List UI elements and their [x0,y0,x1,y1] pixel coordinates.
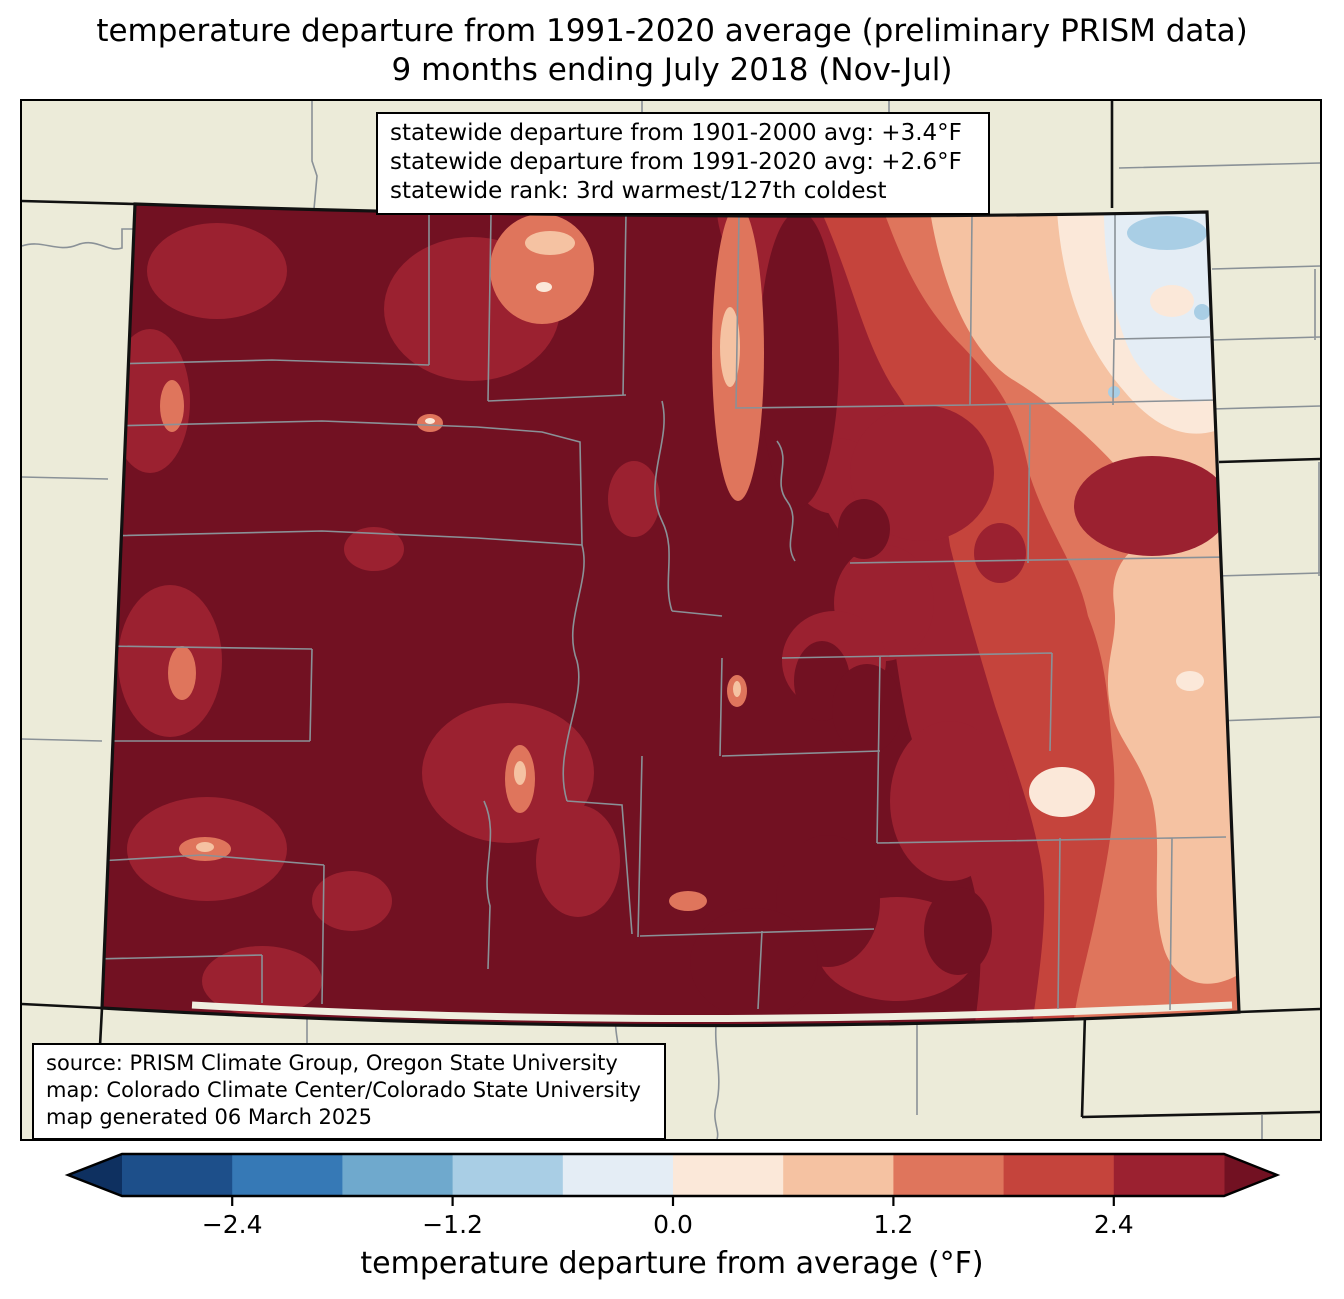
source-line1: source: PRISM Climate Group, Oregon Stat… [46,1051,618,1075]
colorbar-tick-label: −2.4 [202,1210,263,1239]
source-box: source: PRISM Climate Group, Oregon Stat… [32,1043,666,1139]
pale-oval-east [1176,671,1204,691]
map-panel: statewide departure from 1901-2000 avg: … [20,99,1322,1141]
stats-line1: statewide departure from 1901-2000 avg: … [390,120,962,146]
stats-line2: statewide departure from 1991-2020 avg: … [390,149,962,175]
colorbar-tick-label: 0.0 [653,1210,693,1239]
figure-title: temperature departure from 1991-2020 ave… [0,12,1344,90]
figure-title-line2: 9 months ending July 2018 (Nov-Jul) [391,52,953,88]
peach-specks [196,231,741,852]
colorbar-segment [232,1154,343,1196]
colorado-county-lines [102,212,1227,1011]
darkest-patches-central [690,211,992,1018]
colorbar-over-arrow [1224,1154,1277,1196]
pale-oval-southeast [1029,767,1095,817]
colorbar-segment [893,1154,1005,1196]
stats-line3: statewide rank: 3rd warmest/127th coldes… [390,178,887,204]
colorbar-tick-label: 2.4 [1094,1210,1134,1239]
colorbar-segment [342,1154,454,1196]
colorbar-tick-label: −1.2 [422,1210,483,1239]
colorado-departure-map [22,101,1320,1139]
colorbar-segment [452,1154,564,1196]
colorbar-segment [1113,1154,1225,1196]
peach-oval-in-blue [1150,285,1194,317]
colorbar-under-arrow [68,1154,122,1196]
colorbar-outline [64,1152,1281,1198]
colorbar-segment [562,1154,674,1196]
colorbar-segments [122,1154,1225,1196]
colorbar-svg: −2.4 −1.2 0.0 1.2 2.4 temperature departure … [64,1152,1281,1281]
source-line2: map: Colorado Climate Center/Colorado St… [46,1078,641,1102]
contour-fills [102,204,1239,1026]
colorbar-segment [673,1154,784,1196]
data-edge-gap [191,1001,1233,1022]
blue-blob [1127,216,1207,250]
colorbar-ticks: −2.4 −1.2 0.0 1.2 2.4 [202,1196,1134,1239]
stats-box: statewide departure from 1901-2000 avg: … [376,112,990,215]
source-line3: map generated 06 March 2025 [46,1105,373,1129]
figure-title-line1: temperature departure from 1991-2020 ave… [96,13,1248,49]
colorbar: −2.4 −1.2 0.0 1.2 2.4 temperature departure … [0,1141,1344,1299]
colorbar-tick-label: 1.2 [874,1210,914,1239]
colorbar-segment [1003,1154,1115,1196]
colorbar-segment [122,1154,233,1196]
blue-dot-small [1108,386,1120,398]
colorbar-segment [783,1154,894,1196]
region-0p6-1p2-east-strip [1107,526,1236,984]
colorbar-axis-label: temperature departure from average (°F) [360,1246,983,1281]
blue-dot [1194,304,1210,320]
